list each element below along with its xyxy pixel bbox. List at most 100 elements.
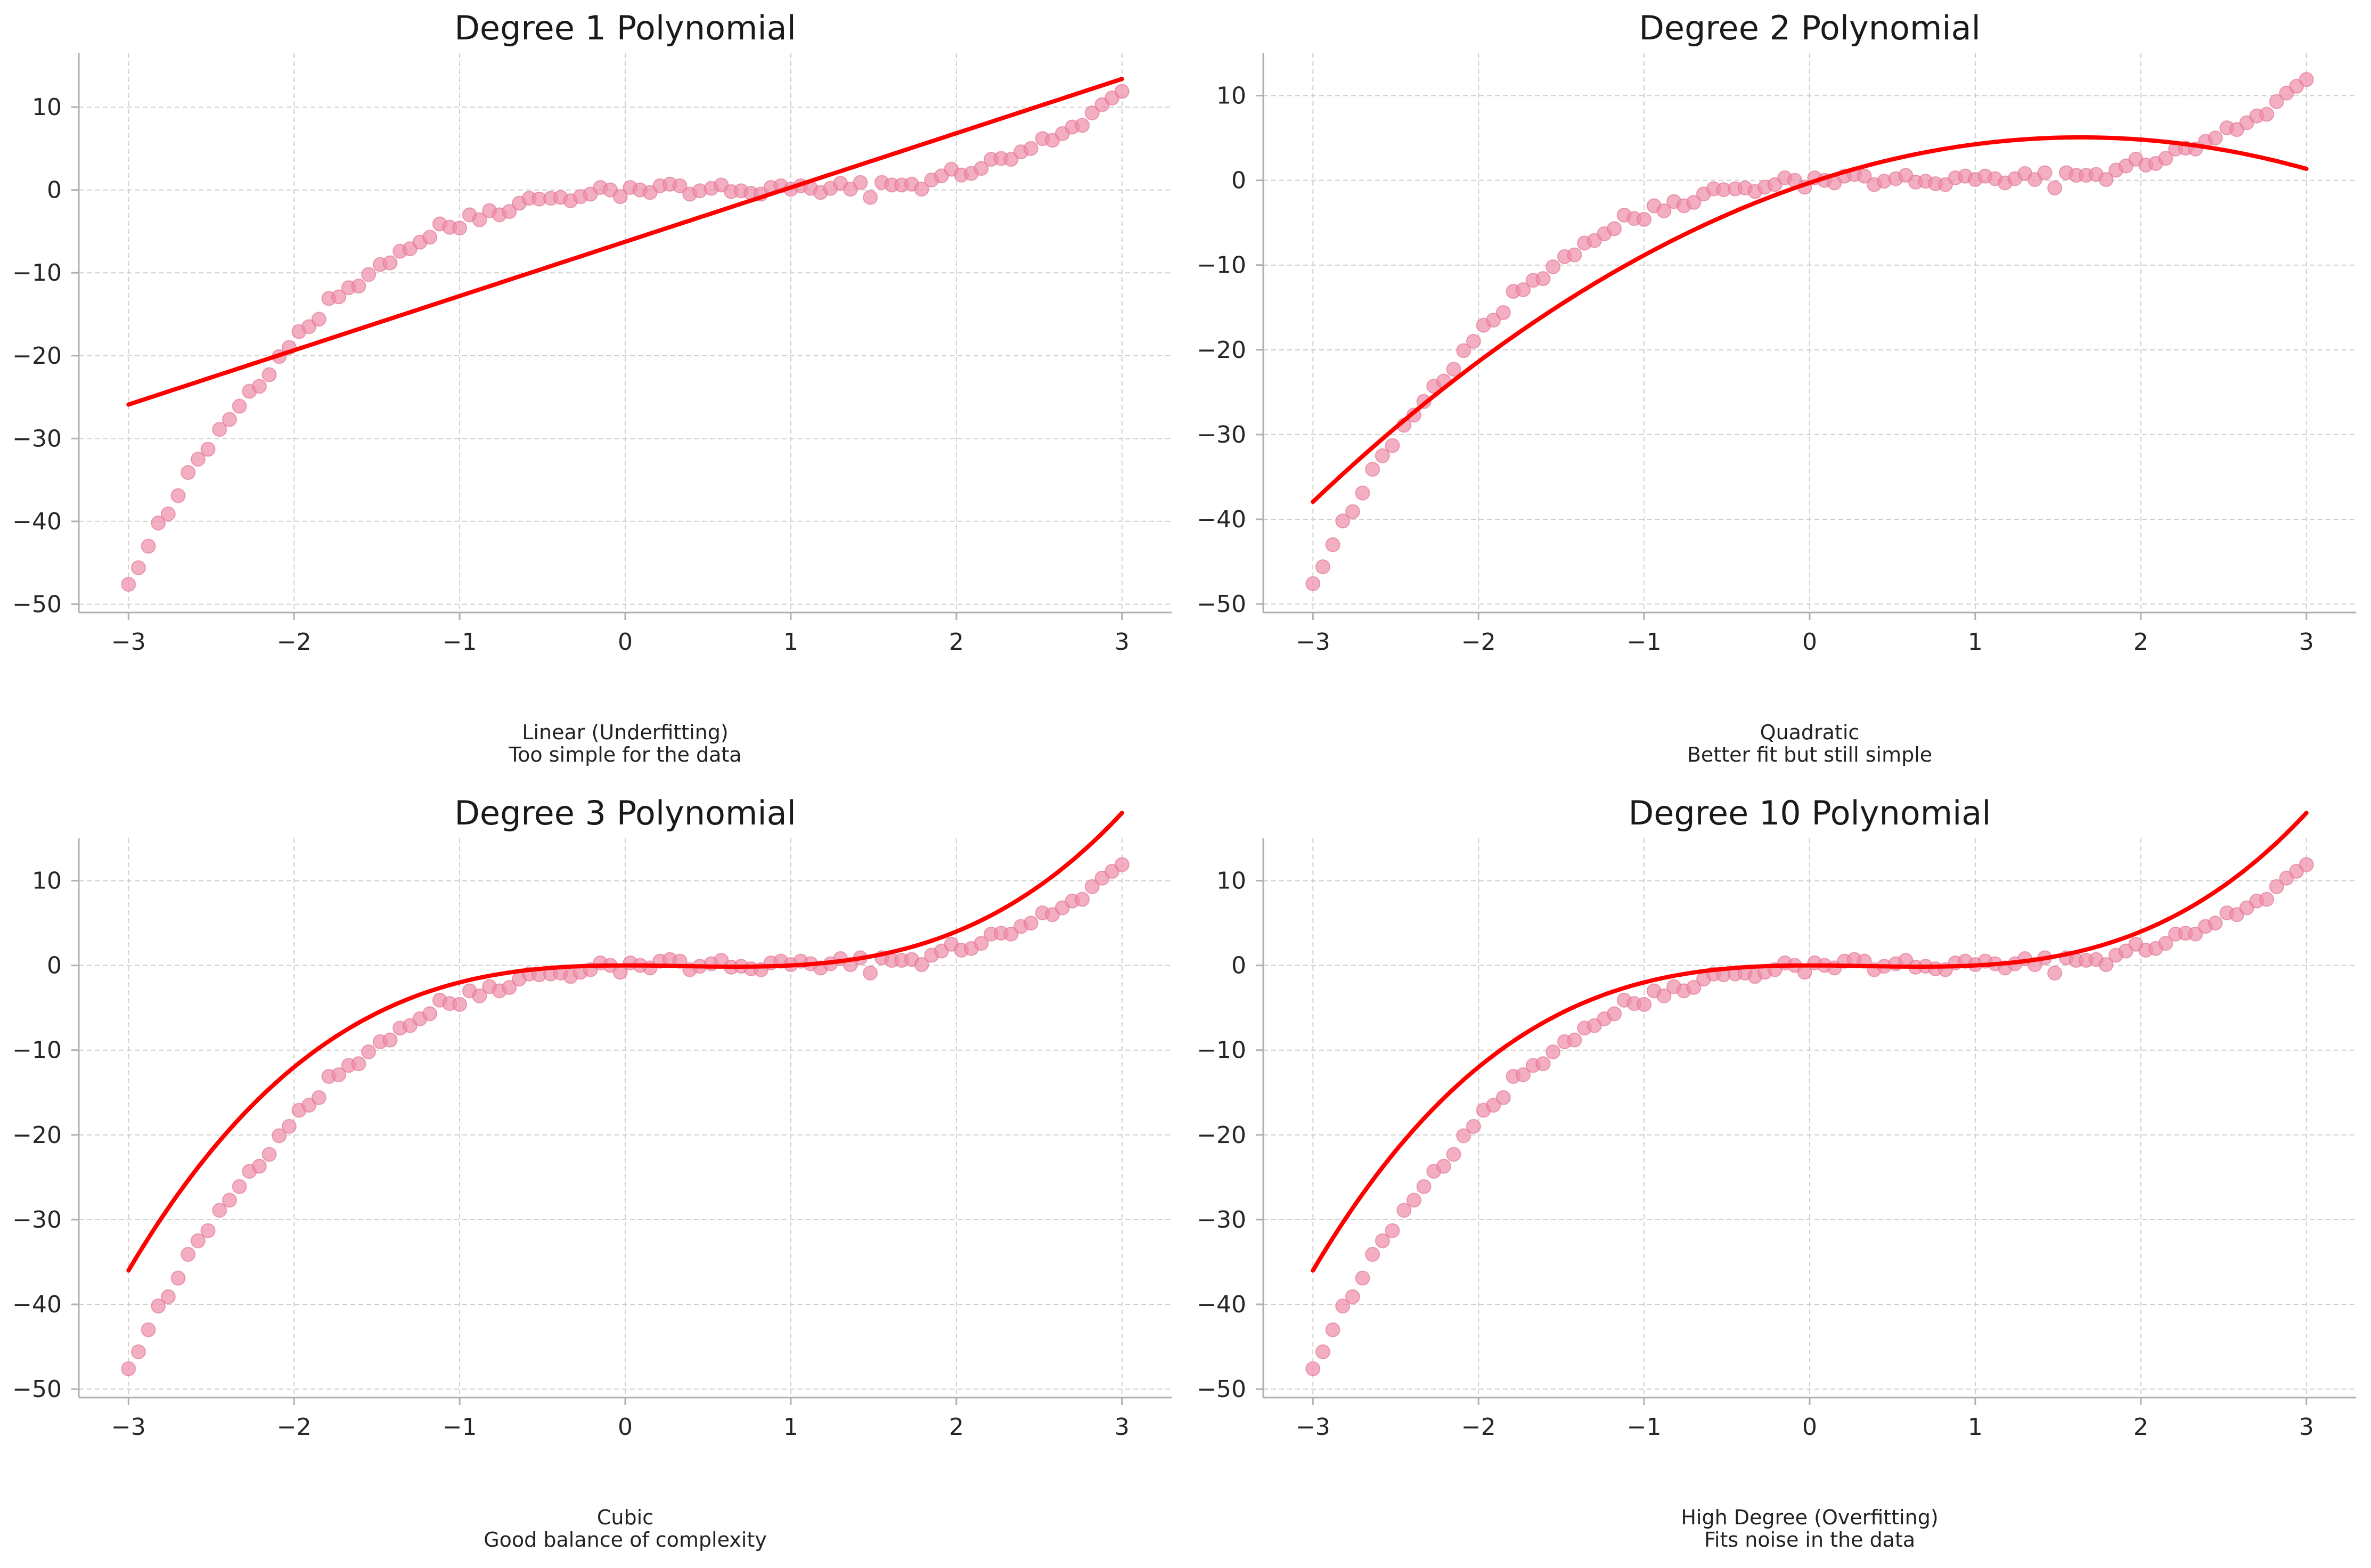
y-tick-label: −30 [12, 425, 62, 452]
data-point [2259, 107, 2275, 122]
data-point [1365, 462, 1380, 477]
data-point [1546, 259, 1561, 274]
data-point [2047, 180, 2063, 195]
data-point [1023, 141, 1039, 156]
x-tick-label: 0 [618, 1414, 633, 1441]
data-point [422, 230, 438, 245]
data-point [1385, 1223, 1400, 1238]
data-point [2158, 151, 2173, 166]
x-tick-label: 0 [1802, 1414, 1817, 1441]
data-point [1375, 448, 1390, 463]
data-point [1516, 282, 1531, 297]
data-point [141, 538, 156, 554]
data-point [160, 506, 176, 521]
data-point [1495, 305, 1511, 320]
data-point [281, 1118, 297, 1134]
data-point [311, 1090, 326, 1105]
data-point [1535, 1056, 1551, 1072]
data-point [170, 488, 186, 503]
data-point [422, 1006, 438, 1022]
x-tick-label: 0 [1802, 628, 1817, 656]
x-tick-label: −2 [277, 1414, 312, 1441]
x-tick-label: 2 [949, 628, 964, 656]
data-point [853, 175, 868, 190]
y-tick-label: 0 [1231, 952, 1246, 979]
data-point [1607, 1006, 1622, 1022]
data-point [1075, 892, 1090, 907]
data-point [1446, 1147, 1461, 1162]
data-point [914, 957, 929, 973]
data-point [212, 1203, 227, 1218]
data-point [331, 289, 347, 305]
caption-line-1: Cubic [597, 1506, 653, 1529]
data-point [1857, 168, 1872, 184]
data-point [974, 936, 989, 951]
data-point [361, 267, 377, 282]
data-point [1656, 203, 1672, 218]
x-tick-label: −3 [111, 628, 146, 656]
y-tick-label: −50 [12, 1376, 62, 1403]
data-point [1355, 485, 1370, 501]
y-tick-label: −10 [1197, 252, 1246, 279]
x-tick-label: −1 [1627, 1414, 1662, 1441]
data-point [181, 465, 196, 480]
data-point [2208, 916, 2223, 931]
data-point [1345, 504, 1360, 519]
data-point [1486, 313, 1501, 328]
data-point [301, 1098, 317, 1113]
x-tick-label: 2 [949, 1414, 964, 1441]
data-point [1315, 1344, 1330, 1360]
data-point [222, 412, 237, 427]
data-point [2098, 957, 2114, 973]
data-point [1436, 1158, 1451, 1174]
data-point [190, 1233, 206, 1248]
data-point [200, 1223, 216, 1238]
y-tick-label: −30 [1197, 1206, 1246, 1234]
x-tick-label: 3 [2299, 628, 2314, 656]
data-point [914, 182, 929, 197]
data-point [1084, 879, 1100, 894]
y-tick-label: −20 [1197, 337, 1246, 364]
subplot-title: Degree 1 Polynomial [454, 9, 796, 47]
y-tick-label: −20 [12, 342, 62, 370]
data-point [1456, 343, 1471, 358]
data-point [612, 189, 628, 205]
data-point [1114, 84, 1130, 99]
data-point [1446, 362, 1461, 377]
data-point [1686, 195, 1702, 210]
data-point [200, 442, 216, 457]
data-point [1416, 1179, 1432, 1194]
caption-line-2: Good balance of complexity [484, 1528, 767, 1551]
x-tick-label: −2 [1461, 1414, 1496, 1441]
data-point [1365, 1247, 1380, 1262]
data-point [361, 1044, 377, 1059]
data-point [1305, 1361, 1321, 1376]
data-point [452, 997, 468, 1012]
data-point [502, 980, 517, 995]
data-point [863, 190, 878, 205]
data-point [1567, 247, 1582, 263]
caption-line-2: Too simple for the data [508, 743, 741, 766]
y-tick-label: 0 [1231, 167, 1246, 194]
data-point [1385, 438, 1400, 453]
data-point [1607, 221, 1622, 236]
y-tick-label: −50 [1197, 1376, 1246, 1403]
y-tick-label: 10 [32, 94, 62, 121]
data-point [974, 161, 989, 176]
data-point [2037, 165, 2053, 181]
data-point [1325, 1322, 1340, 1337]
x-tick-label: −2 [277, 628, 312, 656]
y-tick-label: −40 [1197, 506, 1246, 533]
x-tick-label: 3 [2299, 1414, 2314, 1441]
data-point [160, 1289, 176, 1304]
x-tick-label: −3 [1296, 1414, 1330, 1441]
data-point [272, 1128, 287, 1144]
data-point [1305, 576, 1321, 591]
y-tick-label: 10 [1216, 83, 1246, 110]
fit-line [126, 77, 1124, 407]
y-tick-label: −50 [1197, 591, 1246, 618]
x-tick-label: −2 [1461, 628, 1496, 656]
y-tick-label: −10 [12, 259, 62, 287]
